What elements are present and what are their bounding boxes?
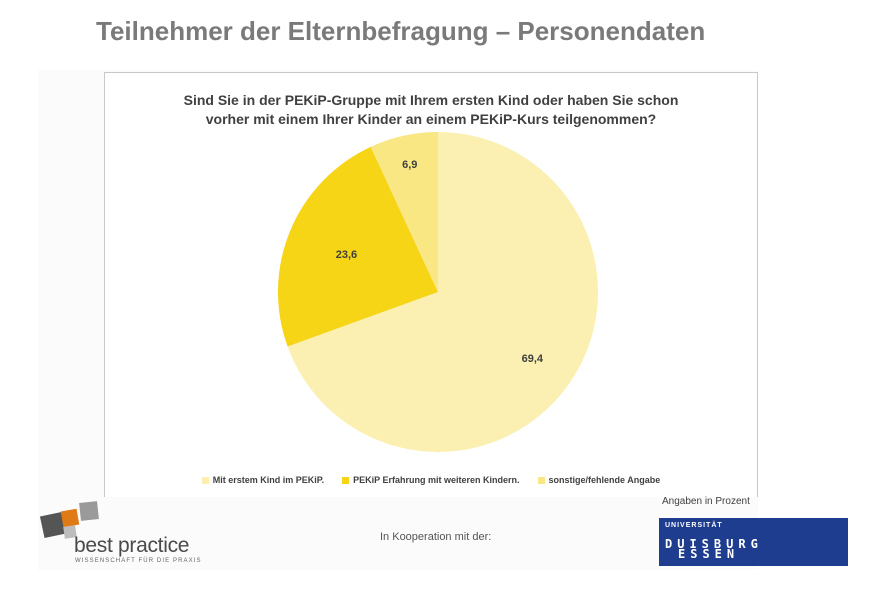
chart-title-line-2: vorher mit einem Ihrer Kinder an einem P…: [205, 111, 657, 127]
data-label-further-children: 23,6: [336, 249, 357, 261]
legend-swatch-further-children: [342, 476, 350, 484]
pie-slice-other: [370, 132, 438, 292]
cooperation-text: In Kooperation mit der:: [380, 531, 492, 543]
legend-swatch-other: [537, 476, 545, 484]
chart-legend: Mit erstem Kind im PEKiP. PEKiP Erfahrun…: [105, 475, 757, 485]
best-practice-tagline: WISSENSCHAFT FÜR DIE PRAXIS: [75, 558, 202, 564]
data-label-first-child: 69,4: [522, 353, 544, 365]
legend-label-first-child: Mit erstem Kind im PEKiP.: [212, 475, 325, 485]
legend-item-first-child: Mit erstem Kind im PEKiP.: [201, 475, 325, 485]
university-logo-line-1: UNIVERSITÄT: [665, 522, 723, 529]
university-logo: UNIVERSITÄT DUISBURG ESSEN: [659, 518, 848, 566]
pie-slice-further-children: [278, 146, 438, 347]
best-practice-logo-mark: [40, 501, 99, 539]
pie-chart: Sind Sie in der PEKiP-Gruppe mit Ihrem e…: [104, 72, 758, 497]
university-logo-line-2: DUISBURG: [665, 537, 763, 551]
chart-title: Sind Sie in der PEKiP-Gruppe mit Ihrem e…: [105, 91, 757, 129]
best-practice-name: best practice: [74, 534, 190, 557]
unit-note: Angaben in Prozent: [662, 496, 750, 507]
pie-canvas: 69,4 23,6 6,9: [278, 132, 598, 452]
pie-slice-first-child: [287, 132, 598, 452]
chart-title-line-1: Sind Sie in der PEKiP-Gruppe mit Ihrem e…: [183, 92, 679, 108]
legend-swatch-first-child: [201, 476, 209, 484]
legend-item-other: sonstige/fehlende Angabe: [537, 475, 661, 485]
best-practice-logo: best practice WISSENSCHAFT FÜR DIE PRAXI…: [40, 500, 210, 570]
slide-title: Teilnehmer der Elternbefragung – Persone…: [96, 16, 706, 46]
legend-item-further-children: PEKiP Erfahrung mit weiteren Kindern.: [342, 475, 520, 485]
data-label-other: 6,9: [402, 159, 417, 171]
legend-label-further-children: PEKiP Erfahrung mit weiteren Kindern.: [353, 475, 520, 485]
legend-label-other: sonstige/fehlende Angabe: [548, 475, 661, 485]
university-logo-line-3: ESSEN: [678, 547, 740, 561]
